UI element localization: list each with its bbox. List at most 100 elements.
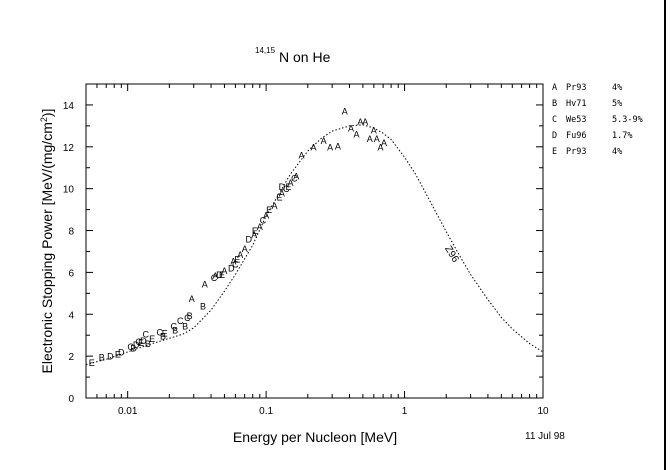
y-axis-label-suffix: )] (39, 109, 55, 118)
data-point-e: E (162, 329, 168, 339)
data-point-c: C (291, 174, 298, 184)
data-point-c: C (127, 342, 134, 352)
data-point-a: A (230, 256, 236, 266)
data-point-a: A (310, 142, 316, 152)
legend-uncertainty: 5.3-9% (612, 115, 643, 125)
data-point-c: C (142, 330, 149, 340)
data-point-e: E (149, 334, 155, 344)
data-point-c: C (211, 273, 218, 283)
legend-letter: B (552, 99, 557, 109)
legend-letter: A (552, 83, 557, 93)
data-point-d: D (118, 347, 125, 357)
title-superscript: 14,15 (255, 46, 276, 55)
data-point-c: C (184, 313, 191, 323)
x-axis-label: Energy per Nucleon [MeV] (233, 429, 397, 445)
data-point-d: D (140, 336, 147, 346)
data-point-a: A (353, 130, 359, 140)
data-point-e: E (285, 182, 291, 192)
legend-uncertainty: 4% (612, 147, 622, 157)
data-point-c: C (260, 216, 267, 226)
legend-reference: Pr93 (566, 147, 586, 157)
data-point-b: B (182, 321, 188, 331)
data-point-e: E (89, 358, 95, 368)
y-axis-label: Electronic Stopping Power [MeV/(mg/cm2)] (39, 109, 55, 374)
right-edge-line (664, 0, 666, 470)
data-point-e: E (219, 270, 225, 280)
data-point-b: B (160, 332, 166, 342)
chart-title: 14,15 N on He (255, 46, 331, 65)
legend-letter: E (552, 147, 557, 157)
data-point-a: A (367, 134, 373, 144)
data-point-a: A (257, 222, 263, 232)
data-point-a: A (271, 201, 277, 211)
x-tick-label: 0.01 (118, 406, 138, 417)
data-point-a: A (242, 244, 248, 254)
data-point-a: A (212, 271, 218, 281)
data-point-a: A (374, 134, 380, 144)
data-point-c: C (283, 184, 290, 194)
data-point-d: D (279, 182, 286, 192)
data-point-c: C (177, 316, 184, 326)
legend-uncertainty: 1.7% (612, 131, 632, 141)
legend: A Pr93 4% B Hv71 5% C We53 5.3-9% D Fu96 1.7% E Pr93 4… (552, 83, 643, 157)
data-point-e: E (252, 226, 258, 236)
data-point-b: B (200, 301, 206, 311)
legend-reference: We53 (566, 115, 586, 125)
title-main: N on He (279, 49, 331, 65)
x-tick-label: 10 (537, 406, 549, 417)
y-tick-label: 0 (68, 394, 74, 405)
y-tick-label: 8 (68, 227, 74, 238)
data-point-a: A (348, 124, 354, 134)
legend-uncertainty: 5% (612, 99, 622, 109)
data-point-c: C (156, 328, 163, 338)
data-point-e: E (115, 350, 121, 360)
data-point-c: C (135, 337, 142, 347)
x-tick-label: 1 (402, 406, 408, 417)
legend-reference: Pr93 (566, 83, 586, 93)
y-axis-label-prefix: Electronic Stopping Power [MeV/(mg/cm (39, 122, 55, 373)
y-tick-label: 14 (63, 101, 75, 112)
data-point-a: A (335, 141, 341, 151)
data-point-c: C (170, 321, 177, 331)
data-point-a: A (298, 151, 304, 161)
data-point-d: D (216, 270, 223, 280)
y-axis-label-superscript: 2 (39, 117, 49, 122)
date-stamp: 11 Jul 98 (525, 431, 565, 442)
data-point-b: B (187, 311, 193, 321)
y-tick-label: 6 (68, 268, 74, 279)
legend-reference: Hv71 (566, 99, 586, 109)
y-tick-label: 4 (68, 310, 74, 321)
data-point-a: A (342, 107, 348, 117)
data-point-e: E (138, 338, 144, 348)
legend-reference: Fu96 (566, 131, 586, 141)
data-point-b: B (145, 339, 151, 349)
data-point-d: D (246, 234, 253, 244)
z96-curve-label: Z96 (442, 244, 461, 265)
data-point-a: A (381, 138, 387, 148)
data-point-d: D (228, 264, 235, 274)
legend-letter: D (552, 131, 557, 141)
data-point-a: A (202, 279, 208, 289)
data-point-a: A (287, 178, 293, 188)
y-axis-ticks: 0 2 4 6 8 10 12 14 (63, 83, 543, 405)
data-point-a: A (251, 230, 257, 240)
data-point-b: B (99, 353, 105, 363)
data-point-e: E (276, 193, 282, 203)
data-point-a: A (293, 172, 299, 182)
legend-uncertainty: 4% (612, 83, 622, 93)
data-point-d: D (107, 352, 114, 362)
data-point-a: A (362, 117, 368, 127)
data-point-a: A (321, 136, 327, 146)
data-point-d: D (133, 340, 140, 350)
data-point-e: E (266, 205, 272, 215)
data-point-b: B (172, 326, 178, 336)
y-tick-label: 10 (63, 185, 75, 196)
data-point-a: A (237, 250, 243, 260)
z96-theory-curve (85, 124, 544, 365)
data-point-a: A (221, 266, 227, 276)
data-point-a: A (263, 210, 269, 220)
x-axis-ticks: 0.01 0.1 1 10 (85, 84, 549, 417)
x-tick-label: 0.1 (259, 406, 273, 417)
